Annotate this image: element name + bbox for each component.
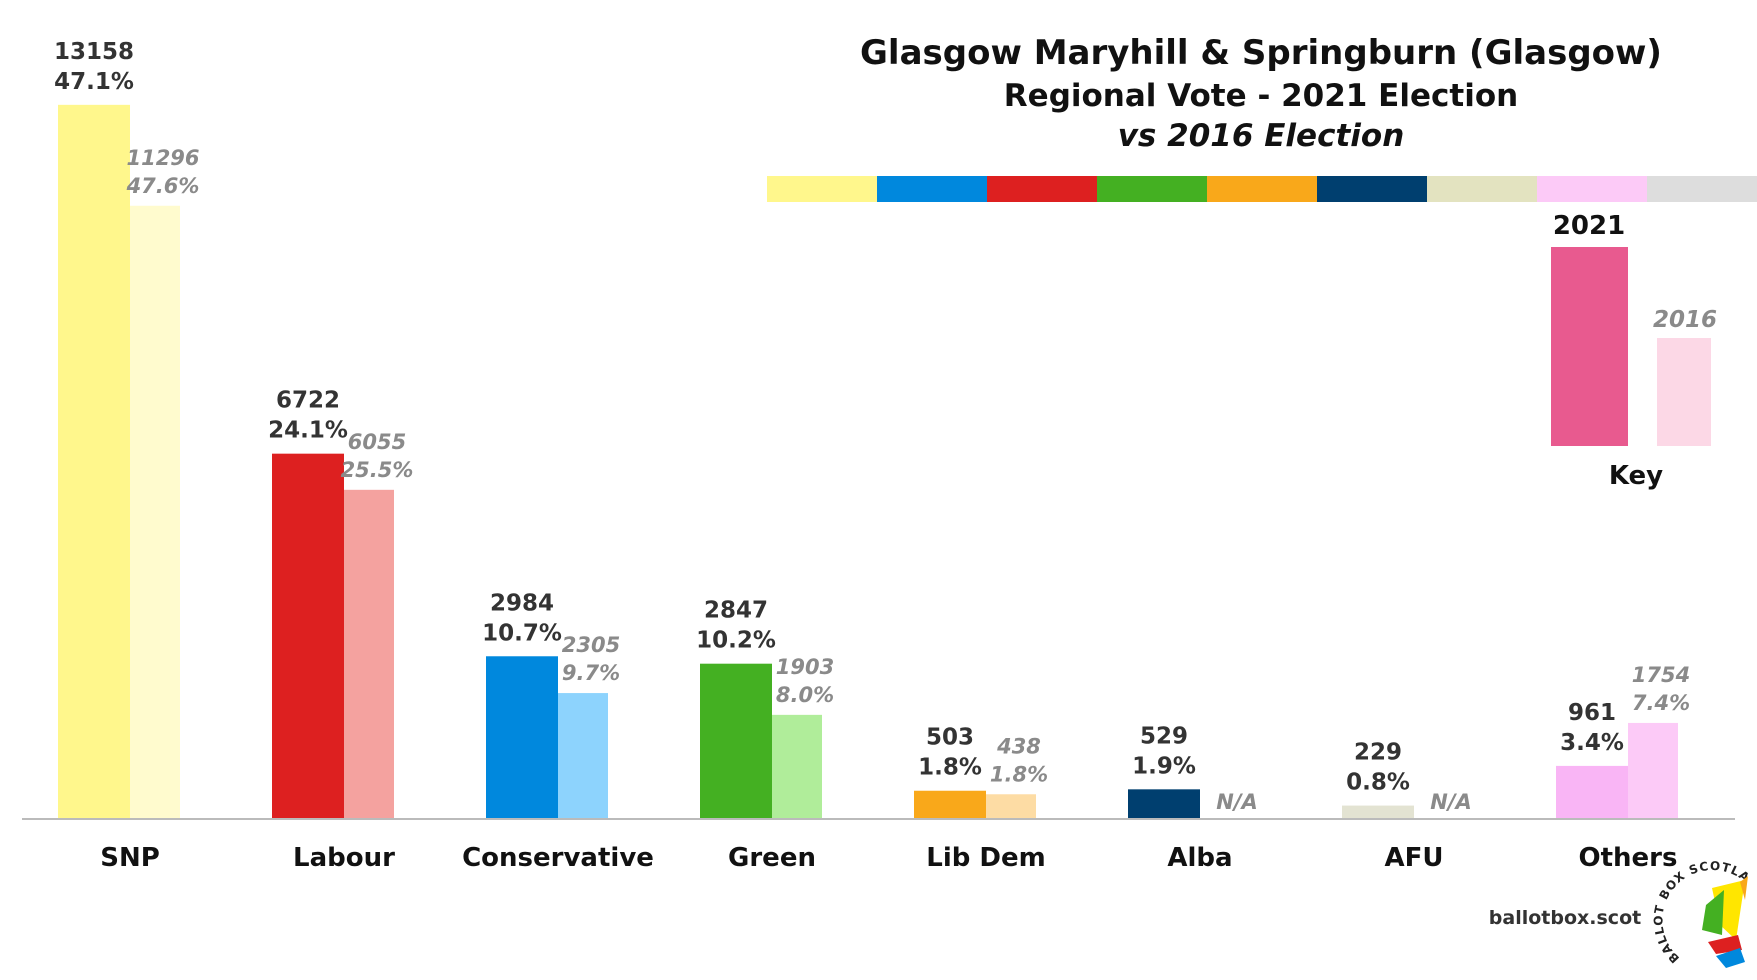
- chart-subtitle-2: vs 2016 Election: [1118, 118, 1405, 154]
- bar-2021: [1342, 805, 1414, 818]
- value-label-2021: 503: [926, 725, 974, 751]
- bar-2016: [1628, 722, 1678, 818]
- percent-label-2021: 24.1%: [268, 418, 348, 444]
- bar-2016: [772, 714, 822, 818]
- percent-label-2021: 10.2%: [696, 628, 776, 654]
- key-bar-2016: [1657, 338, 1711, 446]
- bar-group: 13158 47.1% 11296 47.6% SNP 6722 24.1% 6055 25.5…: [54, 39, 1690, 873]
- bar-2021: [1556, 765, 1628, 818]
- bar-2016: [986, 794, 1036, 818]
- percent-label-2016: 1.8%: [990, 762, 1048, 786]
- category-label: Alba: [1167, 843, 1232, 873]
- party-colour-strip: [767, 176, 1757, 202]
- bar-2016: [130, 205, 180, 818]
- category-label: Conservative: [462, 843, 654, 873]
- value-label-2021: 13158: [54, 39, 134, 65]
- logo-mark-orange: [1740, 876, 1748, 900]
- key: 2021 2016 Key: [1551, 211, 1717, 491]
- percent-label-2016: 8.0%: [776, 683, 834, 707]
- percent-label-2021: 1.8%: [918, 755, 982, 781]
- percent-label-2021: 3.4%: [1560, 730, 1624, 756]
- bar-2016: [558, 693, 608, 818]
- key-year-2021: 2021: [1553, 211, 1625, 241]
- category-label: AFU: [1385, 843, 1444, 873]
- key-year-2016: 2016: [1653, 307, 1717, 333]
- category-label: SNP: [100, 843, 160, 873]
- value-label-2021: 6722: [276, 388, 340, 414]
- percent-label-2021: 0.8%: [1346, 770, 1410, 796]
- value-label-2016: 1903: [776, 655, 834, 679]
- bar-2021: [58, 104, 130, 818]
- bar-2021: [486, 656, 558, 818]
- value-label-2016: 1754: [1632, 663, 1690, 687]
- value-label-2021: 2847: [704, 598, 768, 624]
- strip-swatch: [1097, 176, 1207, 202]
- strip-swatch: [1647, 176, 1757, 202]
- value-label-2021: 2984: [490, 590, 554, 616]
- strip-swatch: [767, 176, 877, 202]
- value-label-2016: 438: [996, 734, 1041, 758]
- logo-mark-green: [1702, 890, 1724, 935]
- strip-swatch: [987, 176, 1097, 202]
- bar-2021: [272, 453, 344, 818]
- key-label: Key: [1609, 461, 1663, 491]
- percent-label-2021: 10.7%: [482, 620, 562, 646]
- percent-label-2016: 25.5%: [341, 458, 414, 482]
- strip-swatch: [877, 176, 987, 202]
- chart-title: Glasgow Maryhill & Springburn (Glasgow): [860, 33, 1662, 73]
- value-label-2021: 529: [1140, 723, 1188, 749]
- percent-label-2016: N/A: [1216, 790, 1258, 814]
- key-bar-2021: [1551, 247, 1628, 446]
- category-label: Lib Dem: [926, 843, 1045, 873]
- percent-label-2016: 7.4%: [1632, 691, 1690, 715]
- strip-swatch: [1317, 176, 1427, 202]
- value-label-2016: 6055: [348, 430, 406, 454]
- logo-mark-red: [1708, 935, 1742, 954]
- brand-text: ballotbox.scot: [1489, 907, 1641, 929]
- strip-swatch: [1427, 176, 1537, 202]
- category-label: Green: [728, 843, 816, 873]
- percent-label-2016: 9.7%: [562, 661, 620, 685]
- strip-swatch: [1537, 176, 1647, 202]
- percent-label-2021: 1.9%: [1132, 753, 1196, 779]
- strip-swatch: [1207, 176, 1317, 202]
- bar-2021: [1128, 789, 1200, 818]
- chart-subtitle: Regional Vote - 2021 Election: [1004, 78, 1518, 114]
- logo-mark-blue: [1716, 948, 1745, 968]
- bar-2021: [914, 790, 986, 818]
- value-label-2021: 961: [1568, 700, 1616, 726]
- value-label-2016: 11296: [126, 146, 199, 170]
- value-label-2016: 2305: [562, 633, 620, 657]
- category-label: Labour: [293, 843, 395, 873]
- value-label-2021: 229: [1354, 740, 1402, 766]
- percent-label-2016: 47.6%: [126, 174, 200, 198]
- percent-label-2016: N/A: [1430, 790, 1472, 814]
- percent-label-2021: 47.1%: [54, 69, 134, 95]
- category-label: Others: [1579, 843, 1678, 873]
- bar-2016: [344, 489, 394, 818]
- bar-2021: [700, 663, 772, 818]
